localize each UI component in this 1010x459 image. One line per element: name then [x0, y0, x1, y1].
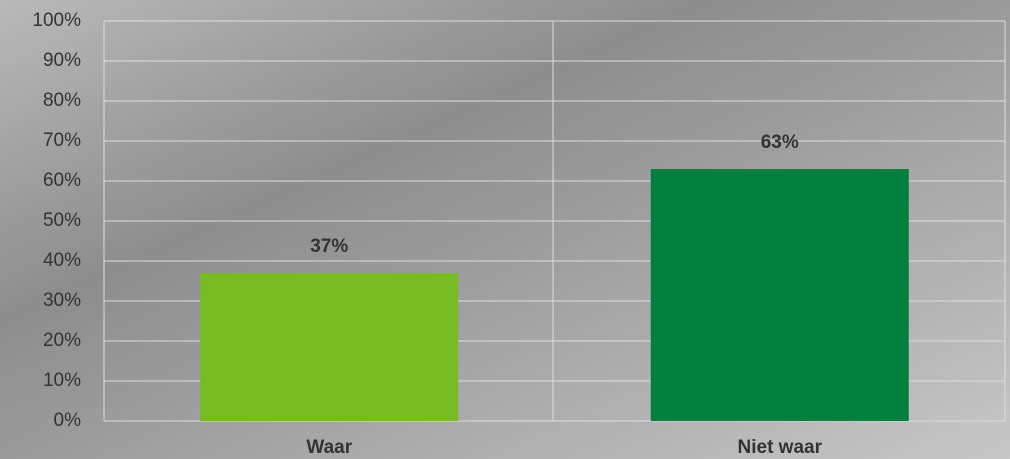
y-tick-label: 40% [43, 250, 81, 271]
y-tick-label: 100% [32, 10, 81, 31]
value-label: 63% [761, 132, 799, 153]
y-tick-label: 50% [43, 210, 81, 231]
bar [200, 273, 459, 421]
y-tick-label: 30% [43, 290, 81, 311]
x-tick-label: Waar [306, 437, 352, 458]
value-label: 37% [310, 236, 348, 257]
y-tick-label: 0% [54, 410, 82, 431]
y-tick-label: 60% [43, 170, 81, 191]
y-tick-label: 10% [43, 370, 81, 391]
bar [650, 169, 909, 421]
y-tick-label: 80% [43, 90, 81, 111]
y-tick-label: 90% [43, 50, 81, 71]
x-tick-label: Niet waar [738, 437, 823, 458]
y-tick-label: 70% [43, 130, 81, 151]
y-tick-label: 20% [43, 330, 81, 351]
